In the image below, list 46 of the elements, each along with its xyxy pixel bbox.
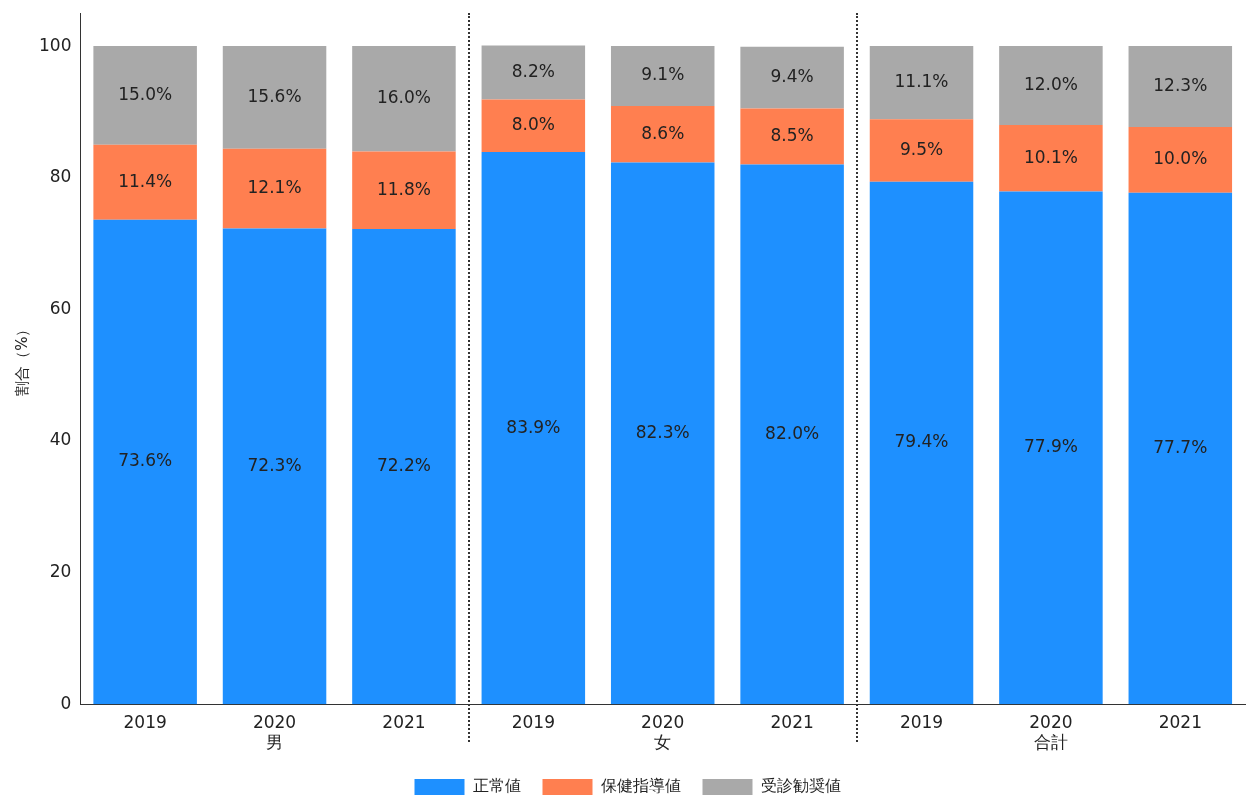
data-label: 8.6%	[641, 122, 685, 143]
data-label: 10.0%	[1153, 148, 1208, 169]
x-tick-label: 2019	[123, 711, 167, 732]
data-label: 79.4%	[894, 431, 949, 452]
x-tick-label: 2021	[382, 711, 426, 732]
data-label: 77.9%	[1023, 436, 1078, 457]
data-label: 11.8%	[376, 178, 431, 199]
y-tick-label: 20	[49, 561, 72, 581]
data-label: 10.1%	[1023, 146, 1078, 167]
x-tick-label: 2020 合計	[1029, 711, 1073, 753]
x-tick-label: 2020 男	[252, 711, 297, 753]
x-tick-label: 2020 女	[641, 711, 685, 753]
y-tick-label: 100	[38, 34, 72, 55]
data-label: 77.7%	[1153, 436, 1208, 457]
data-label: 9.5%	[899, 138, 944, 159]
data-label: 15.6%	[247, 85, 302, 106]
y-tick-label: 60	[49, 297, 72, 318]
data-label: 16.0%	[376, 87, 431, 108]
data-label: 11.4%	[118, 170, 173, 191]
data-label: 8.0%	[511, 114, 555, 135]
y-tick-label: 40	[49, 429, 72, 450]
data-label: 12.0%	[1023, 74, 1078, 95]
data-label: 9.4%	[770, 66, 814, 87]
x-tick-label: 2021	[770, 711, 814, 732]
data-label: 82.3%	[635, 421, 690, 442]
data-label: 11.1%	[894, 71, 949, 92]
x-tick-label: 2019	[899, 711, 944, 732]
data-label: 12.3%	[1153, 75, 1208, 95]
x-tick-label: 2021	[1158, 711, 1202, 732]
x-tick-label: 2019	[511, 711, 555, 732]
data-label: 72.3%	[247, 454, 302, 475]
legend-label: 保健指導値	[600, 776, 681, 796]
data-label: 73.6%	[118, 450, 173, 471]
legend-label: 正常値	[472, 776, 521, 796]
y-axis-title: 割合（%）	[12, 321, 31, 396]
data-label: 9.1%	[641, 64, 685, 85]
data-label: 8.2%	[511, 60, 555, 81]
y-tick-label: 0	[60, 692, 72, 713]
data-label: 12.1%	[247, 177, 302, 197]
data-label: 8.5%	[770, 125, 814, 146]
data-label: 72.2%	[376, 455, 431, 476]
data-label: 83.9%	[506, 416, 561, 437]
data-label: 82.0%	[765, 422, 820, 443]
y-tick-label: 80	[49, 166, 72, 187]
legend-label: 受診勧奨値	[760, 776, 841, 796]
data-label: 15.0%	[118, 83, 173, 104]
